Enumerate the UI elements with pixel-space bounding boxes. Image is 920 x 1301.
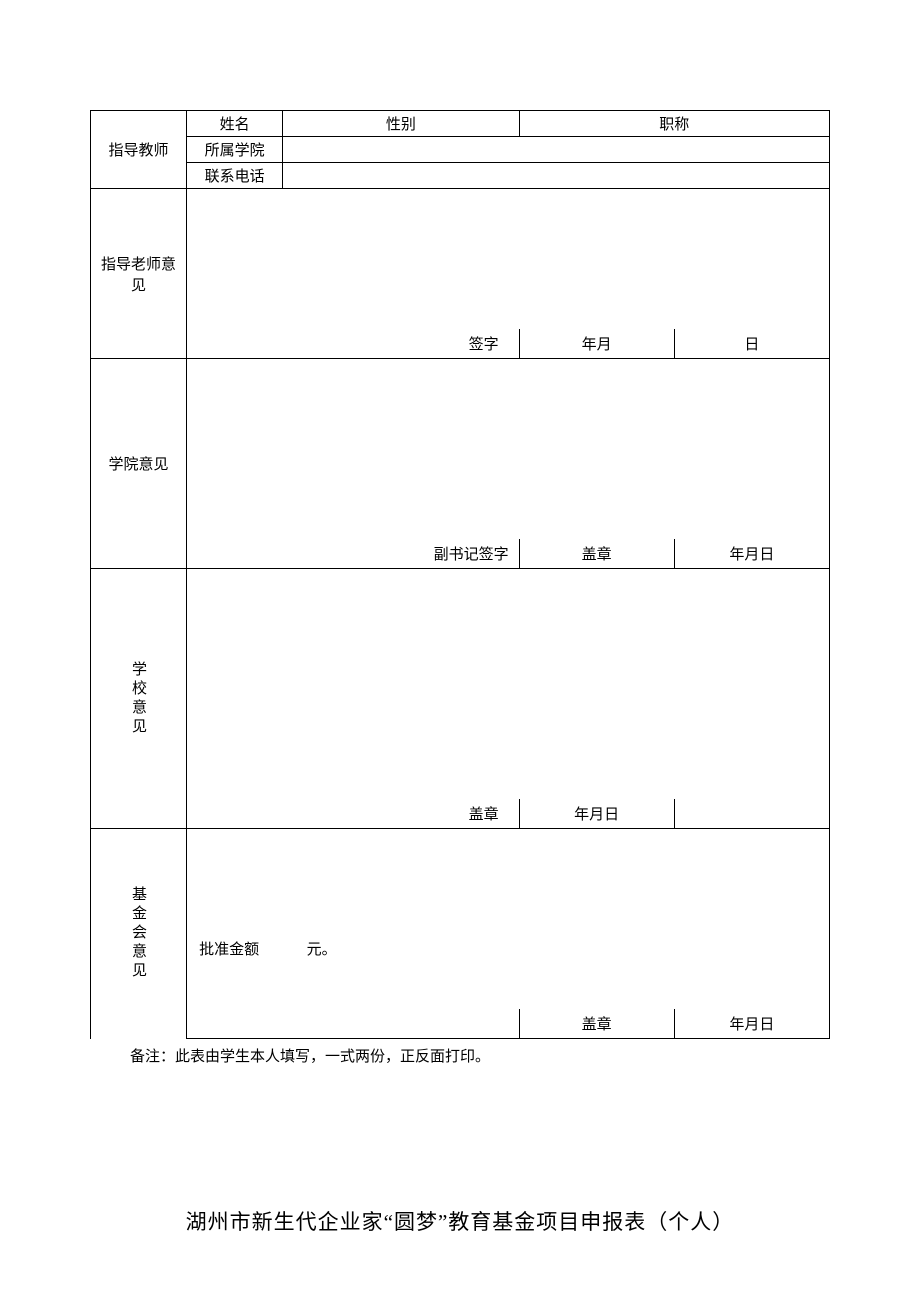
fund-opinion-area: 批准金额 元。 [187, 829, 830, 1009]
teacher-section-label: 指导教师 [91, 111, 187, 189]
college-opinion-area [187, 359, 830, 539]
fund-empty [187, 1009, 520, 1039]
phone-label: 联系电话 [187, 163, 283, 189]
page2-title: 湖州市新生代企业家“圆梦”教育基金项目申报表（个人） [90, 1206, 830, 1236]
fund-date-label: 年月日 [674, 1009, 829, 1039]
teacher-opinion-text: 指导老师意见 [101, 257, 176, 294]
name-label: 姓名 [187, 111, 283, 137]
teacher-year-month: 年月 [519, 329, 674, 359]
teacher-day: 日 [674, 329, 829, 359]
form-note: 备注：此表由学生本人填写，一式两份，正反面打印。 [90, 1045, 830, 1066]
school-stamp-label: 盖章 [187, 799, 520, 829]
teacher-opinion-label: 指导老师意见 [91, 189, 187, 359]
teacher-sig-label: 签字 [187, 329, 520, 359]
gender-label: 性别 [283, 111, 519, 137]
dept-value [283, 137, 830, 163]
application-form-table: 指导教师 姓名 性别 职称 所属学院 联系电话 指导老师意见 签字 年月 日 学… [90, 110, 830, 1039]
fund-amount-prefix: 批准金额 [199, 942, 259, 958]
teacher-section-text: 指导教师 [109, 143, 169, 159]
college-date-label: 年月日 [674, 539, 829, 569]
college-stamp-label: 盖章 [519, 539, 674, 569]
college-opinion-label: 学院意见 [91, 359, 187, 569]
school-opinion-label: 学校意见 [91, 569, 187, 829]
fund-opinion-label: 基金会意见 [91, 829, 187, 1039]
dept-label: 所属学院 [187, 137, 283, 163]
college-opinion-text: 学院意见 [109, 457, 169, 473]
teacher-opinion-area [187, 189, 830, 329]
phone-value [283, 163, 830, 189]
school-empty [674, 799, 829, 829]
title-label: 职称 [519, 111, 829, 137]
college-sig-label: 副书记签字 [187, 539, 520, 569]
fund-amount-suffix: 元。 [307, 942, 337, 958]
fund-opinion-text: 基金会意见 [128, 886, 149, 981]
school-opinion-text: 学校意见 [128, 661, 149, 737]
school-date-label: 年月日 [519, 799, 674, 829]
school-opinion-area [187, 569, 830, 799]
fund-stamp-label: 盖章 [519, 1009, 674, 1039]
fund-amount-line: 批准金额 元。 [191, 878, 825, 959]
